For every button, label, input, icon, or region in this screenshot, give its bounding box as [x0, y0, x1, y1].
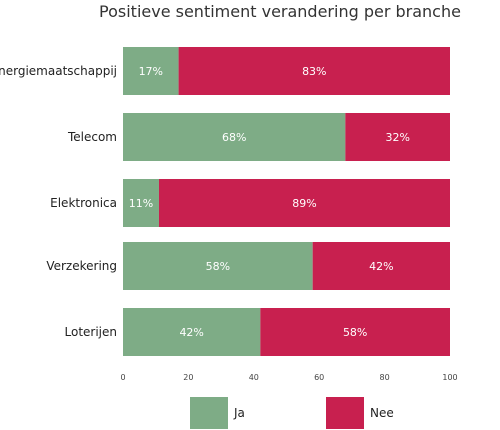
x-tick-label: 20: [183, 373, 193, 382]
data-label: 17%: [139, 65, 163, 78]
x-tick-label: 80: [380, 373, 390, 382]
data-label: 42%: [369, 260, 393, 273]
x-tick-label: 0: [120, 373, 125, 382]
bar-segment-ja: [123, 113, 346, 161]
chart-title: Positieve sentiment verandering per bran…: [99, 2, 461, 21]
bar-segment-nee: [260, 308, 450, 356]
legend-label-ja: Ja: [233, 406, 245, 420]
data-label: 83%: [302, 65, 326, 78]
bar-segment-nee: [158, 179, 450, 227]
x-axis: 0 20 40 60 80 100: [120, 373, 457, 382]
bar-segment-nee: [345, 113, 450, 161]
legend-label-nee: Nee: [370, 406, 394, 420]
bar-segment-ja: [123, 47, 179, 95]
bar-segment-ja: [123, 242, 313, 290]
category-label: Loterijen: [65, 325, 118, 339]
data-label: 58%: [343, 326, 367, 339]
legend-swatch-ja: [190, 397, 228, 429]
category-label: Telecom: [67, 130, 117, 144]
legend-swatch-nee: [326, 397, 364, 429]
x-tick-label: 40: [249, 373, 259, 382]
data-label: 89%: [292, 197, 316, 210]
data-label: 68%: [222, 131, 246, 144]
data-label: 11%: [129, 197, 153, 210]
category-label: Elektronica: [50, 196, 117, 210]
bar-segment-ja: [123, 308, 261, 356]
bars-group: Energiemaatschappij 17% 83% Telecom 68% 32% El…: [0, 47, 450, 356]
data-label: 58%: [206, 260, 230, 273]
data-label: 32%: [385, 131, 409, 144]
legend: Ja Nee: [190, 397, 394, 429]
category-label: Energiemaatschappij: [0, 64, 117, 78]
bar-segment-nee: [178, 47, 450, 95]
bar-segment-ja: [123, 179, 159, 227]
category-label: Verzekering: [46, 259, 117, 273]
bar-segment-nee: [312, 242, 450, 290]
data-label: 42%: [179, 326, 203, 339]
x-tick-label: 100: [442, 373, 457, 382]
x-tick-label: 60: [314, 373, 324, 382]
